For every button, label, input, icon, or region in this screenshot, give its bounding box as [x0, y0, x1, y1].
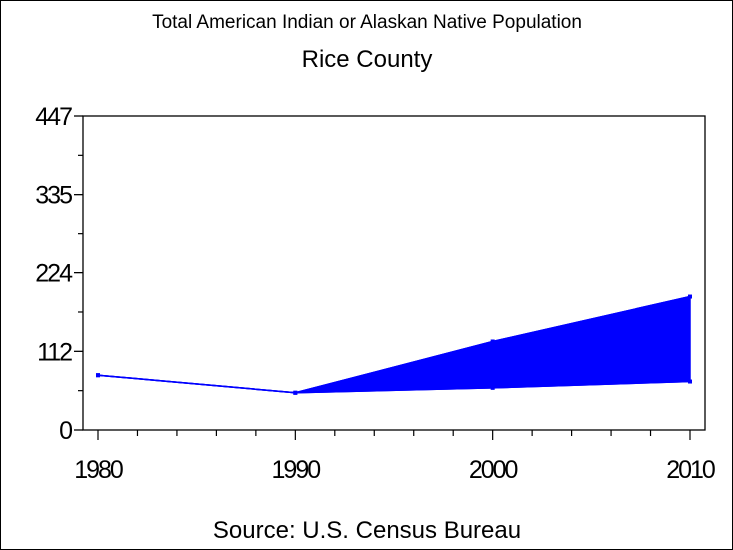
area-fill — [97, 295, 691, 394]
data-point-upper — [490, 339, 495, 344]
chart-footnote: Source: U.S. Census Bureau — [213, 517, 521, 544]
data-point-lower — [688, 379, 692, 384]
data-point-lower — [490, 385, 495, 390]
series-line-upper — [97, 295, 691, 394]
y-tick-label: 224 — [35, 260, 73, 288]
x-tick-label: 2000 — [469, 456, 518, 484]
data-point-upper — [96, 373, 100, 378]
data-point-upper — [293, 390, 298, 395]
y-tick-label: 0 — [59, 417, 72, 445]
x-tick-label: 1990 — [272, 456, 321, 484]
x-tick-label: 1980 — [74, 456, 123, 484]
data-point-upper — [688, 294, 692, 299]
x-tick-label: 2010 — [666, 456, 715, 484]
chart-subtitle: Rice County — [302, 46, 433, 73]
y-tick-label: 447 — [35, 103, 72, 131]
chart-title: Total American Indian or Alaskan Native … — [152, 12, 582, 33]
y-tick-label: 112 — [37, 338, 72, 366]
y-tick-label: 335 — [35, 182, 72, 210]
